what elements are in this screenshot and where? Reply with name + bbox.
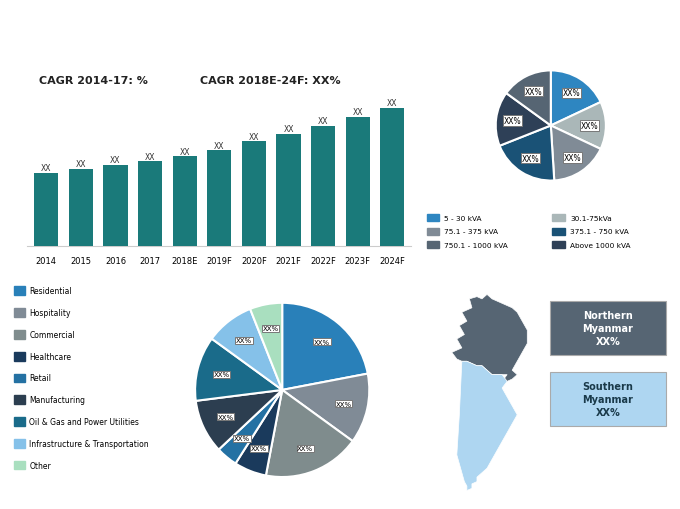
Bar [552, 214, 565, 221]
Text: XX%: XX% [562, 89, 580, 98]
Text: Other: Other [29, 461, 51, 470]
Text: Residential: Residential [29, 287, 72, 296]
Text: Southern
Myanmar
XX%: Southern Myanmar XX% [582, 381, 633, 417]
Bar [552, 228, 565, 235]
Text: XX%: XX% [524, 88, 542, 96]
Bar [207, 151, 231, 247]
Text: XX: XX [110, 156, 121, 165]
Wedge shape [266, 390, 353, 477]
Wedge shape [506, 71, 551, 126]
FancyBboxPatch shape [550, 301, 666, 355]
Text: XX%: XX% [504, 117, 522, 126]
Bar [14, 439, 24, 448]
Text: XX%: XX% [564, 154, 581, 162]
Text: XX: XX [41, 163, 52, 173]
Wedge shape [496, 94, 551, 147]
Wedge shape [219, 390, 282, 464]
Text: XX%: XX% [262, 326, 279, 332]
Text: Market Revenue Share, By Applications, 2017: Market Revenue Share, By Applications, 2… [96, 267, 329, 276]
Wedge shape [196, 390, 282, 449]
Text: XX: XX [249, 132, 259, 142]
Bar [14, 308, 24, 317]
Bar [426, 228, 439, 235]
Text: XX%: XX% [581, 122, 598, 131]
Text: XX: XX [75, 160, 86, 169]
Text: XX: XX [284, 125, 294, 134]
Bar [311, 127, 335, 247]
Bar [173, 157, 197, 247]
Text: Myanmar Diesel Genset Market Overview: Myanmar Diesel Genset Market Overview [178, 10, 502, 23]
Wedge shape [211, 309, 282, 390]
Wedge shape [195, 339, 282, 401]
Bar [14, 395, 24, 404]
Bar [14, 374, 24, 383]
Text: 30.1-75kVa: 30.1-75kVa [570, 215, 612, 221]
Wedge shape [250, 303, 282, 390]
Bar [103, 166, 128, 247]
Text: Infrastructure & Transportation: Infrastructure & Transportation [29, 439, 149, 448]
Polygon shape [457, 361, 517, 491]
Bar [426, 242, 439, 249]
Text: 75.1 - 375 kVA: 75.1 - 375 kVA [444, 229, 498, 235]
Text: 6W: 6W [529, 467, 574, 491]
Wedge shape [282, 303, 368, 390]
Text: Myanmar Diesel Genset Market Revenues, 2014-2024F ($ Million): Myanmar Diesel Genset Market Revenues, 2… [57, 38, 368, 47]
Bar [138, 162, 163, 247]
Wedge shape [282, 374, 369, 441]
Text: Hospitality: Hospitality [29, 308, 71, 318]
Text: XX%: XX% [234, 435, 250, 441]
Text: Market Revenue Share, By kVA Rating, 2017: Market Revenue Share, By kVA Rating, 201… [447, 38, 648, 47]
Bar [426, 214, 439, 221]
Text: XX: XX [318, 117, 328, 126]
Bar [14, 352, 24, 361]
FancyBboxPatch shape [550, 373, 666, 426]
Text: 5 - 30 kVA: 5 - 30 kVA [444, 215, 481, 221]
Text: Retail: Retail [29, 374, 51, 383]
Bar [380, 108, 405, 247]
Text: XX%: XX% [314, 339, 330, 345]
Text: XX%: XX% [522, 154, 539, 163]
Bar [14, 417, 24, 426]
Text: XX%: XX% [214, 372, 230, 378]
Text: Northern
Myanmar
XX%: Northern Myanmar XX% [582, 310, 633, 346]
Text: 375.1 - 750 kVA: 375.1 - 750 kVA [570, 229, 629, 235]
Text: Manufacturing: Manufacturing [29, 395, 85, 405]
Wedge shape [551, 71, 600, 126]
Text: XX: XX [352, 108, 363, 117]
Wedge shape [500, 126, 554, 181]
Bar [14, 330, 24, 339]
Wedge shape [235, 390, 282, 475]
Text: XX%: XX% [335, 401, 352, 407]
Text: XX%: XX% [236, 337, 252, 344]
Bar [345, 118, 370, 247]
Bar [552, 242, 565, 249]
Text: XX: XX [145, 152, 155, 161]
Text: XX: XX [214, 142, 224, 150]
Bar [242, 142, 266, 247]
Bar [14, 461, 24, 469]
Text: XX%: XX% [297, 445, 313, 451]
Bar [276, 135, 301, 247]
Text: Above 1000 kVA: Above 1000 kVA [570, 243, 630, 248]
Wedge shape [551, 126, 600, 181]
Text: Oil & Gas and Power Utilities: Oil & Gas and Power Utilities [29, 417, 139, 426]
Text: research: research [602, 470, 641, 478]
Text: Commercial: Commercial [29, 330, 75, 339]
Text: XX: XX [387, 99, 398, 107]
Text: CAGR 2014-17: %: CAGR 2014-17: % [39, 75, 148, 86]
Text: 750.1 - 1000 kVA: 750.1 - 1000 kVA [444, 243, 508, 248]
Text: XX%: XX% [251, 445, 267, 451]
Bar [34, 173, 58, 247]
Text: XX%: XX% [218, 414, 233, 420]
Text: XX: XX [180, 147, 190, 156]
Bar [14, 287, 24, 296]
Polygon shape [452, 295, 527, 382]
Text: Partnering Growth: Partnering Growth [602, 486, 672, 495]
Text: CAGR 2018E-24F: XX%: CAGR 2018E-24F: XX% [200, 75, 341, 86]
Text: Market Revenue Share, By Regions, 2017: Market Revenue Share, By Regions, 2017 [454, 267, 641, 276]
Bar [69, 169, 93, 247]
Text: Healthcare: Healthcare [29, 352, 71, 361]
Wedge shape [551, 103, 606, 150]
